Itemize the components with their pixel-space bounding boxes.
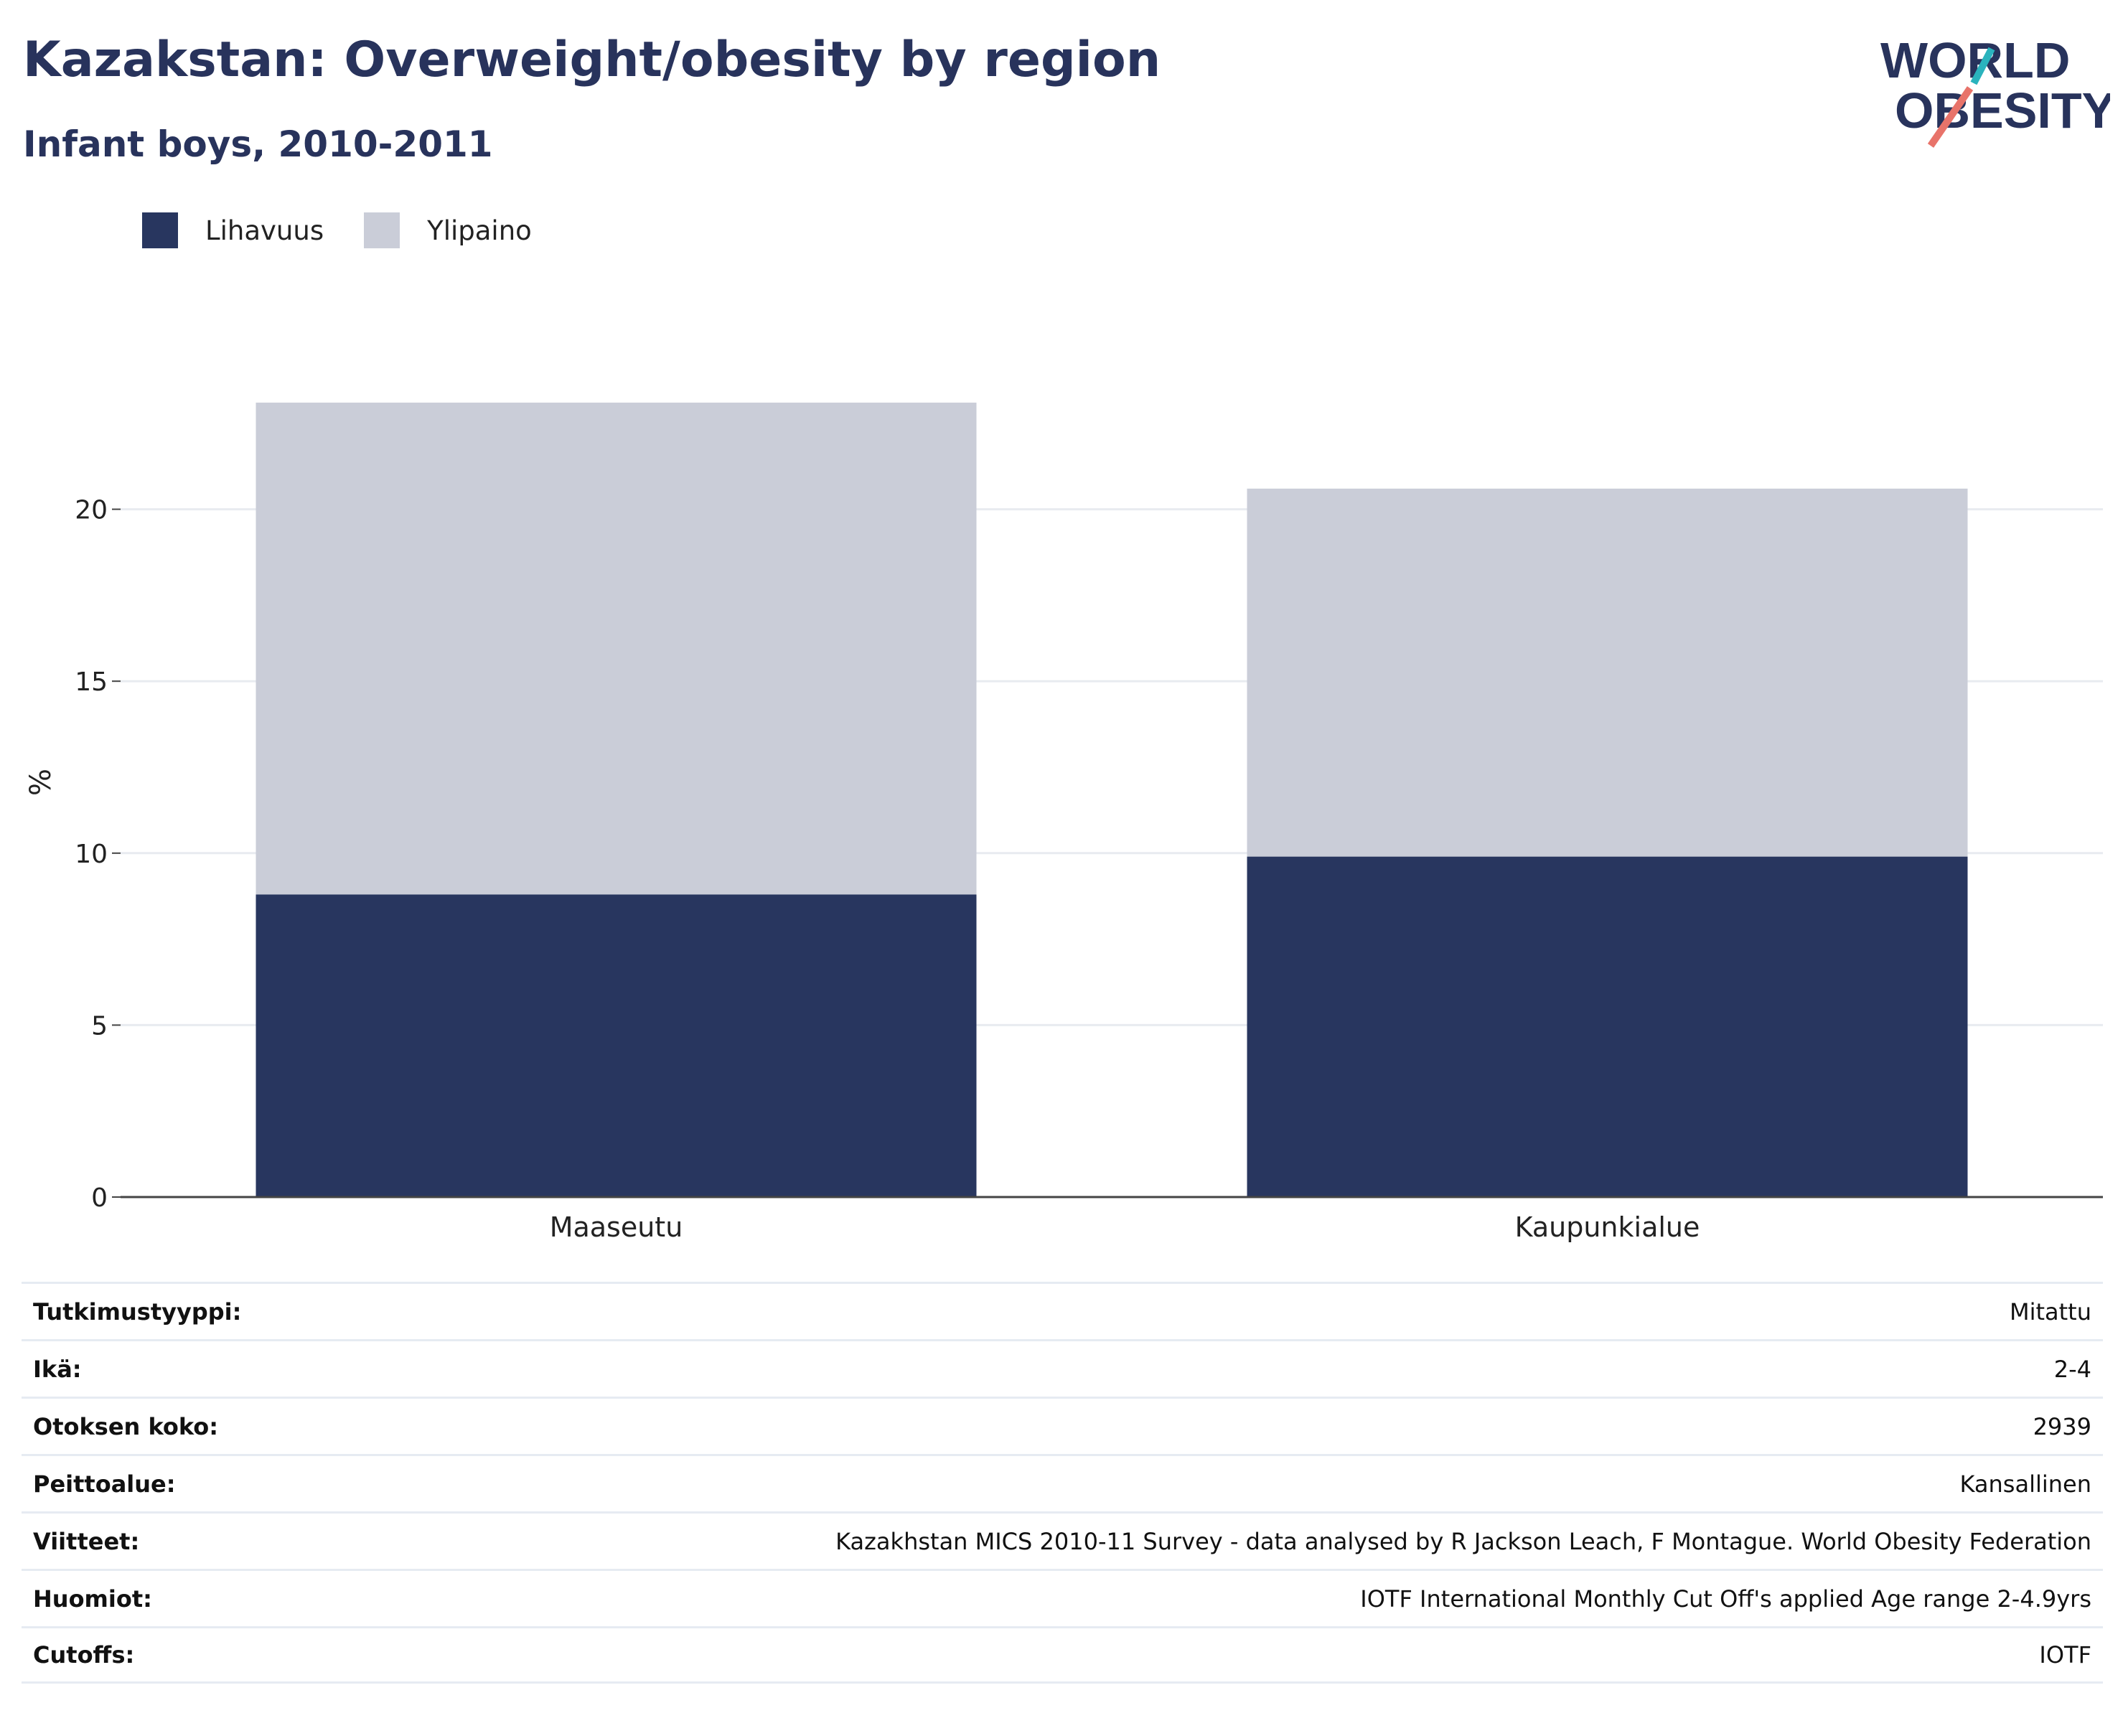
logo-slash-top: [1970, 47, 1995, 85]
y-tick-label: 15: [75, 667, 108, 697]
legend-item-ylipaino[interactable]: Ylipaino: [364, 212, 532, 248]
metadata-key: Tutkimustyyppi:: [33, 1298, 242, 1326]
x-tick-label: Maaseutu: [550, 1211, 683, 1243]
legend-item-lihavuus[interactable]: Lihavuus: [142, 212, 324, 248]
metadata-row: Tutkimustyyppi: Mitattu: [22, 1282, 2103, 1339]
metadata-key: Viitteet:: [33, 1527, 140, 1555]
metadata-row: Otoksen koko: 2939: [22, 1397, 2103, 1454]
logo-slash-bottom: [1927, 86, 1974, 148]
legend-label-ylipaino: Ylipaino: [427, 215, 532, 246]
chart-subtitle: Infant boys, 2010-2011: [23, 123, 493, 165]
chart-legend: Lihavuus Ylipaino: [142, 212, 572, 248]
bar-chart: 0 5 10 15 20% Maaseutu Kaupunkialue: [24, 403, 2103, 1243]
x-tick-label: Kaupunkialue: [1515, 1211, 1700, 1243]
metadata-key: Cutoffs:: [33, 1641, 135, 1669]
bar-lihavuus-kaupunkialue[interactable]: [1247, 856, 1968, 1197]
metadata-value: IOTF International Monthly Cut Off's app…: [1360, 1585, 2091, 1613]
world-obesity-logo: WORLD OBESITY: [1880, 32, 2110, 148]
logo-text-obesity: OBESITY: [1895, 83, 2110, 139]
metadata-key: Peittoalue:: [33, 1470, 176, 1498]
metadata-value: Mitattu: [2009, 1298, 2091, 1326]
metadata-value: Kazakhstan MICS 2010-11 Survey - data an…: [835, 1527, 2091, 1555]
metadata-value: 2939: [2033, 1412, 2091, 1440]
bar-ylipaino-kaupunkialue[interactable]: [1247, 488, 1968, 857]
metadata-row: Cutoffs: IOTF: [22, 1626, 2103, 1684]
legend-swatch-ylipaino: [364, 212, 400, 248]
metadata-key: Otoksen koko:: [33, 1412, 219, 1440]
metadata-row: Huomiot: IOTF International Monthly Cut O…: [22, 1569, 2103, 1626]
chart-title: Kazakstan: Overweight/obesity by region: [23, 32, 1161, 88]
metadata-table: Tutkimustyyppi: Mitattu Ikä: 2-4 Otoksen kok…: [22, 1282, 2103, 1684]
y-axis-label: %: [24, 769, 57, 796]
metadata-row: Ikä: 2-4: [22, 1339, 2103, 1397]
metadata-value: IOTF: [2039, 1641, 2091, 1669]
y-tick-label: 5: [91, 1011, 108, 1041]
metadata-value: Kansallinen: [1959, 1470, 2091, 1498]
metadata-value: 2-4: [2053, 1355, 2091, 1383]
metadata-row: Viitteet: Kazakhstan MICS 2010-11 Survey …: [22, 1511, 2103, 1569]
y-tick-label: 20: [75, 496, 108, 525]
metadata-row: Peittoalue: Kansallinen: [22, 1454, 2103, 1511]
y-tick-label: 0: [91, 1183, 108, 1213]
legend-label-lihavuus: Lihavuus: [205, 215, 324, 246]
y-tick-label: 10: [75, 840, 108, 869]
metadata-key: Ikä:: [33, 1355, 82, 1383]
metadata-key: Huomiot:: [33, 1585, 152, 1613]
bar-ylipaino-maaseutu[interactable]: [256, 403, 977, 895]
bar-lihavuus-maaseutu[interactable]: [256, 894, 977, 1197]
legend-swatch-lihavuus: [142, 212, 178, 248]
